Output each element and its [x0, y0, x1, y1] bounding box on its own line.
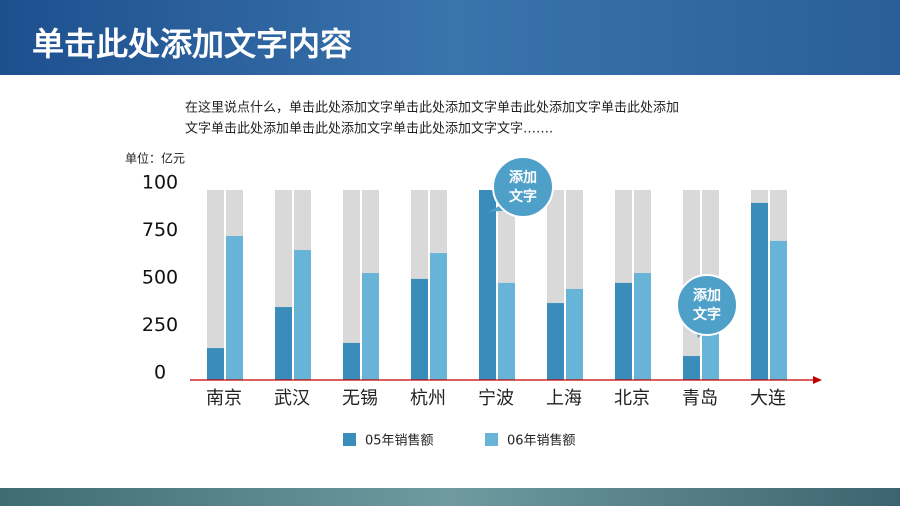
- x-tick-label: 宁波: [478, 388, 514, 409]
- x-tick-label: 南京: [206, 388, 242, 409]
- bar: [411, 278, 428, 380]
- bar: [430, 253, 447, 380]
- y-tick-label: 100: [142, 172, 178, 194]
- bar: [615, 282, 632, 380]
- legend-label: 06年销售额: [507, 433, 576, 449]
- bar: [770, 240, 787, 380]
- legend-swatch: [343, 433, 356, 446]
- subtitle-line: 在这里说点什么，单击此处添加文字单击此处添加文字单击此处添加文字单击此处添加: [185, 100, 679, 116]
- y-tick-label: 500: [142, 267, 178, 289]
- bar: [566, 288, 583, 380]
- x-tick-label: 北京: [614, 388, 650, 409]
- callout-text: 文字: [509, 188, 537, 205]
- bar: [634, 273, 651, 380]
- bar: [683, 356, 700, 380]
- x-tick-label: 上海: [546, 388, 582, 409]
- unit-label: 单位：亿元: [125, 151, 185, 166]
- callout-text: 添加: [693, 287, 721, 304]
- bar: [294, 250, 311, 380]
- bar: [702, 326, 719, 380]
- callout: [492, 156, 554, 218]
- y-tick-label: 750: [142, 219, 178, 241]
- header-banner: [0, 0, 900, 75]
- x-tick-label: 青岛: [682, 388, 718, 409]
- bar-track: [207, 190, 224, 380]
- bar: [362, 273, 379, 380]
- x-tick-label: 无锡: [342, 388, 378, 409]
- legend-label: 05年销售额: [365, 433, 434, 449]
- bar: [226, 235, 243, 380]
- x-tick-label: 杭州: [410, 388, 446, 409]
- x-tick-label: 武汉: [274, 388, 310, 409]
- bar-track: [343, 190, 360, 380]
- y-tick-label: 0: [154, 362, 166, 384]
- bar: [547, 303, 564, 380]
- callout: [676, 274, 738, 336]
- bar: [751, 202, 768, 380]
- legend-swatch: [485, 433, 498, 446]
- bar: [498, 282, 515, 380]
- axis-arrow: [813, 376, 822, 384]
- y-tick-label: 250: [142, 314, 178, 336]
- subtitle-line: 文字单击此处添加单击此处添加文字单击此处添加文字文字…….: [185, 122, 553, 137]
- slide-title: 单击此处添加文字内容: [32, 25, 352, 63]
- bar: [207, 348, 224, 380]
- footer-strip: [0, 488, 900, 506]
- bar: [479, 190, 496, 380]
- callout-text: 添加: [509, 169, 537, 186]
- bar: [275, 307, 292, 380]
- bar: [343, 342, 360, 380]
- x-tick-label: 大连: [750, 388, 786, 409]
- callout-text: 文字: [693, 306, 721, 323]
